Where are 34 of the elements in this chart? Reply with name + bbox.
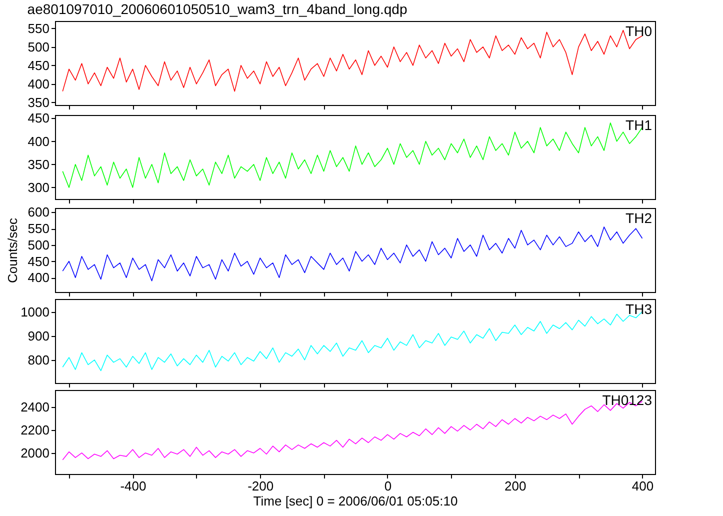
x-axis-title: Time [sec] 0 = 2006/06/01 05:05:10 <box>253 494 458 508</box>
y-tick-label: 350 <box>28 156 50 172</box>
y-tick-label: 2400 <box>20 400 50 415</box>
y-tick-label: 600 <box>28 204 50 220</box>
y-tick-label: 400 <box>28 76 50 92</box>
y-tick-label: 500 <box>28 237 50 252</box>
series-label: TH0123 <box>602 392 652 408</box>
y-tick-label: 450 <box>28 110 50 126</box>
y-tick-label: 350 <box>28 94 50 110</box>
y-tick-label: 450 <box>28 254 50 269</box>
y-axis-title: Counts/sec <box>4 217 20 284</box>
y-tick-label: 2000 <box>20 445 50 460</box>
chart-title: ae801097010_20060601050510_wam3_trn_4band_long.qdp <box>27 1 408 17</box>
y-tick-label: 900 <box>28 328 50 344</box>
y-tick-label: 2200 <box>20 422 50 438</box>
x-tick-label: -200 <box>248 478 274 494</box>
y-tick-label: 400 <box>28 270 50 286</box>
series-label: TH3 <box>626 301 652 317</box>
x-tick-label: -400 <box>120 478 146 494</box>
x-tick-label: 400 <box>632 478 654 494</box>
y-tick-label: 550 <box>28 221 50 236</box>
y-tick-label: 400 <box>28 134 50 149</box>
y-tick-label: 800 <box>28 352 50 368</box>
y-tick-label: 1000 <box>20 304 50 320</box>
x-tick-label: 200 <box>504 478 526 494</box>
line-series <box>62 226 643 282</box>
y-tick-label: 500 <box>28 39 50 54</box>
x-tick-label: 0 <box>384 478 392 494</box>
y-tick-label: 550 <box>28 20 50 36</box>
series-label: TH0 <box>626 23 652 39</box>
series-label: TH1 <box>626 117 652 133</box>
series-label: TH2 <box>626 210 652 226</box>
y-tick-label: 450 <box>28 58 50 73</box>
y-tick-label: 300 <box>28 180 50 195</box>
